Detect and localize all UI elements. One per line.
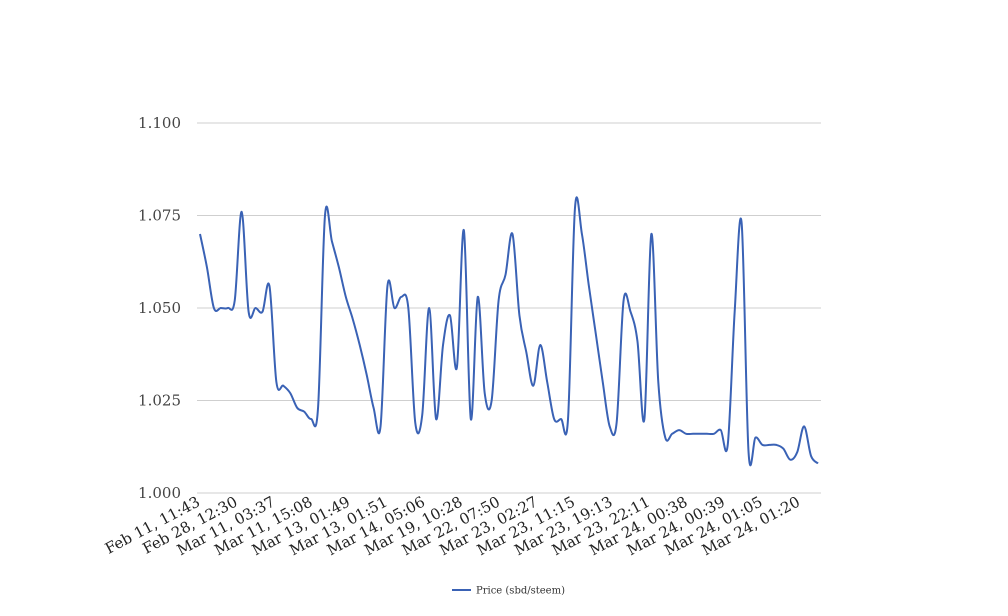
y-tick-label: 1.075 (138, 207, 181, 225)
gridlines (197, 122, 821, 494)
y-tick-label: 1.000 (138, 484, 181, 502)
y-tick-label: 1.025 (138, 392, 181, 410)
series-lines (199, 196, 819, 467)
legend-label: Price (sbd/steem) (476, 586, 565, 597)
y-tick-label: 1.100 (138, 114, 181, 132)
y-axis-tick-labels: 1.000 1.025 1.050 1.075 1.100 (138, 114, 181, 502)
legend: Price (sbd/steem) (452, 586, 565, 597)
y-tick-label: 1.050 (138, 299, 181, 317)
series-line-0 (199, 196, 819, 467)
